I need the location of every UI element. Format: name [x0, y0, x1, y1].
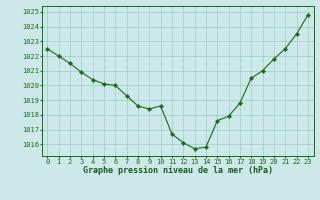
X-axis label: Graphe pression niveau de la mer (hPa): Graphe pression niveau de la mer (hPa) — [83, 166, 273, 175]
